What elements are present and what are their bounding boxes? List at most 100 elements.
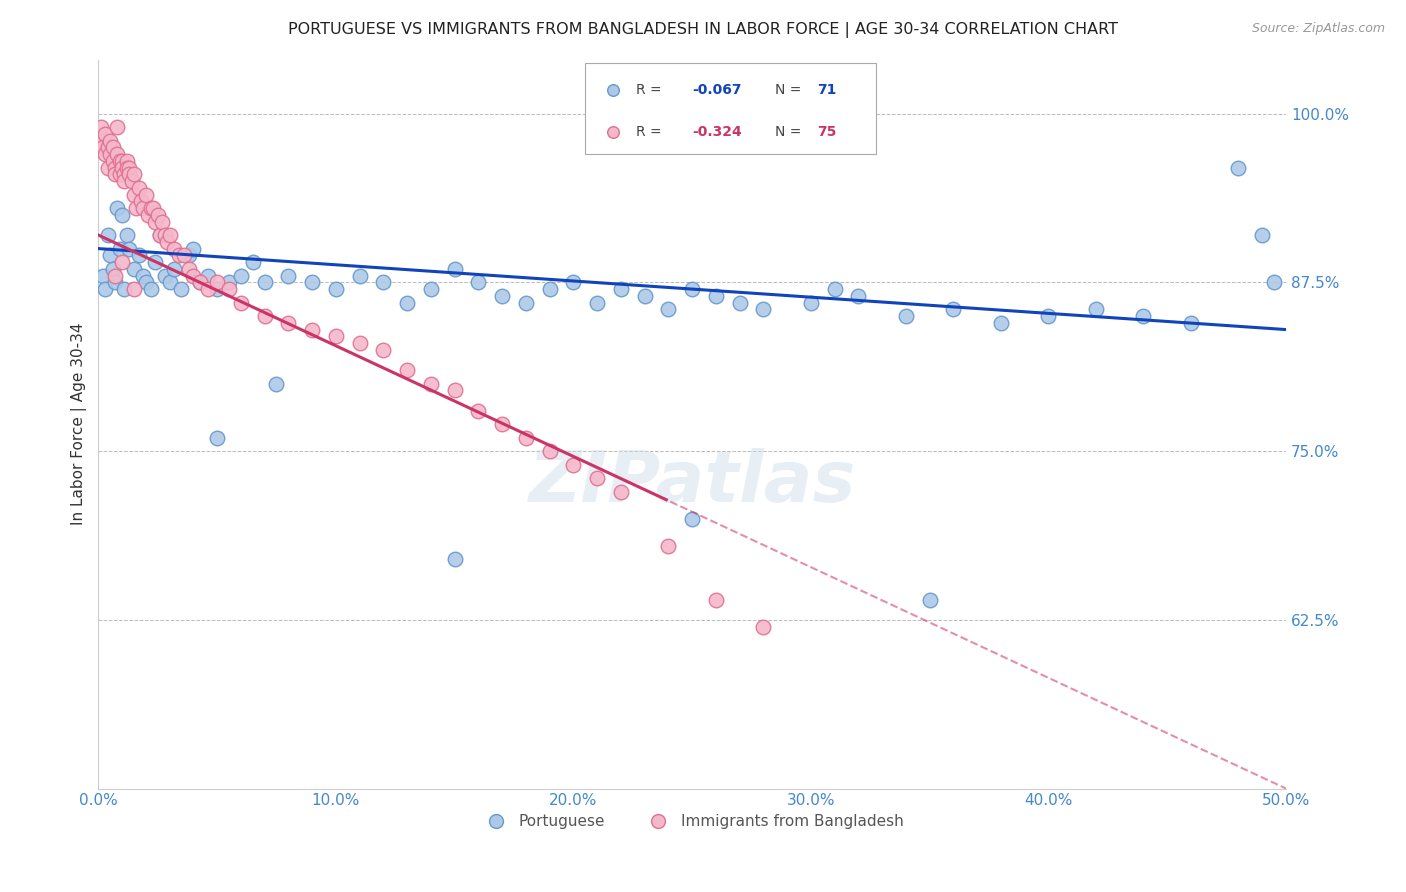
- Point: [105, 120, 128, 134]
- Point: [562, 276, 585, 290]
- Point: [153, 268, 176, 283]
- Point: [325, 329, 347, 343]
- Point: [443, 552, 465, 566]
- Point: [114, 167, 136, 181]
- Point: [128, 248, 150, 262]
- Point: [111, 153, 134, 168]
- Point: [98, 147, 121, 161]
- Point: [108, 167, 131, 181]
- Point: [467, 276, 489, 290]
- FancyBboxPatch shape: [585, 63, 876, 154]
- Point: [91, 268, 114, 283]
- Point: [824, 282, 846, 296]
- Point: [562, 458, 585, 472]
- Point: [419, 282, 441, 296]
- Point: [136, 208, 159, 222]
- Point: [143, 255, 166, 269]
- Point: [108, 153, 131, 168]
- Point: [101, 261, 124, 276]
- Point: [114, 282, 136, 296]
- Point: [104, 161, 127, 175]
- Point: [681, 511, 703, 525]
- Text: -0.324: -0.324: [692, 125, 742, 139]
- Point: [101, 153, 124, 168]
- Point: [752, 619, 775, 633]
- Point: [704, 592, 727, 607]
- Point: [149, 228, 172, 243]
- Point: [101, 140, 124, 154]
- Point: [538, 282, 561, 296]
- Point: [104, 276, 127, 290]
- Point: [277, 316, 299, 330]
- Point: [190, 276, 212, 290]
- Point: [115, 161, 138, 175]
- Point: [128, 181, 150, 195]
- Point: [118, 242, 141, 256]
- Point: [205, 276, 228, 290]
- Point: [349, 268, 371, 283]
- Point: [94, 147, 117, 161]
- Point: [229, 268, 252, 283]
- Point: [633, 289, 655, 303]
- Point: [142, 201, 165, 215]
- Point: [105, 201, 128, 215]
- Point: [121, 174, 143, 188]
- Point: [104, 268, 127, 283]
- Point: [111, 161, 134, 175]
- Point: [135, 276, 157, 290]
- Point: [183, 242, 205, 256]
- Point: [132, 201, 155, 215]
- Point: [704, 289, 727, 303]
- Point: [104, 167, 127, 181]
- Point: [229, 295, 252, 310]
- Point: [98, 248, 121, 262]
- Point: [152, 214, 174, 228]
- Point: [173, 248, 195, 262]
- Point: [990, 316, 1012, 330]
- Point: [848, 289, 870, 303]
- Point: [1115, 241, 1137, 255]
- Point: [135, 187, 157, 202]
- Point: [1180, 316, 1202, 330]
- Point: [190, 276, 212, 290]
- Text: 71: 71: [817, 83, 837, 97]
- Point: [1263, 276, 1285, 290]
- Text: R =: R =: [637, 83, 666, 97]
- Point: [143, 214, 166, 228]
- Point: [1115, 163, 1137, 178]
- Legend: Portuguese, Immigrants from Bangladesh: Portuguese, Immigrants from Bangladesh: [474, 808, 910, 836]
- Point: [1251, 228, 1274, 243]
- Point: [610, 282, 633, 296]
- Point: [396, 363, 419, 377]
- Point: [373, 276, 395, 290]
- Point: [163, 242, 186, 256]
- Y-axis label: In Labor Force | Age 30-34: In Labor Force | Age 30-34: [72, 323, 87, 525]
- Point: [132, 268, 155, 283]
- Point: [443, 384, 465, 398]
- Point: [90, 120, 112, 134]
- Point: [467, 403, 489, 417]
- Point: [170, 282, 193, 296]
- Point: [153, 228, 176, 243]
- Point: [1038, 309, 1060, 323]
- Point: [111, 255, 134, 269]
- Point: [1084, 302, 1107, 317]
- Text: PORTUGUESE VS IMMIGRANTS FROM BANGLADESH IN LABOR FORCE | AGE 30-34 CORRELATION : PORTUGUESE VS IMMIGRANTS FROM BANGLADESH…: [288, 22, 1118, 38]
- Point: [491, 289, 513, 303]
- Point: [1227, 161, 1250, 175]
- Point: [586, 295, 609, 310]
- Point: [218, 276, 240, 290]
- Text: 75: 75: [817, 125, 837, 139]
- Point: [301, 322, 323, 336]
- Point: [657, 302, 679, 317]
- Point: [586, 471, 609, 485]
- Point: [800, 295, 823, 310]
- Point: [105, 147, 128, 161]
- Point: [752, 302, 775, 317]
- Point: [894, 309, 917, 323]
- Point: [122, 187, 145, 202]
- Point: [197, 268, 219, 283]
- Point: [177, 261, 200, 276]
- Point: [159, 228, 181, 243]
- Point: [205, 431, 228, 445]
